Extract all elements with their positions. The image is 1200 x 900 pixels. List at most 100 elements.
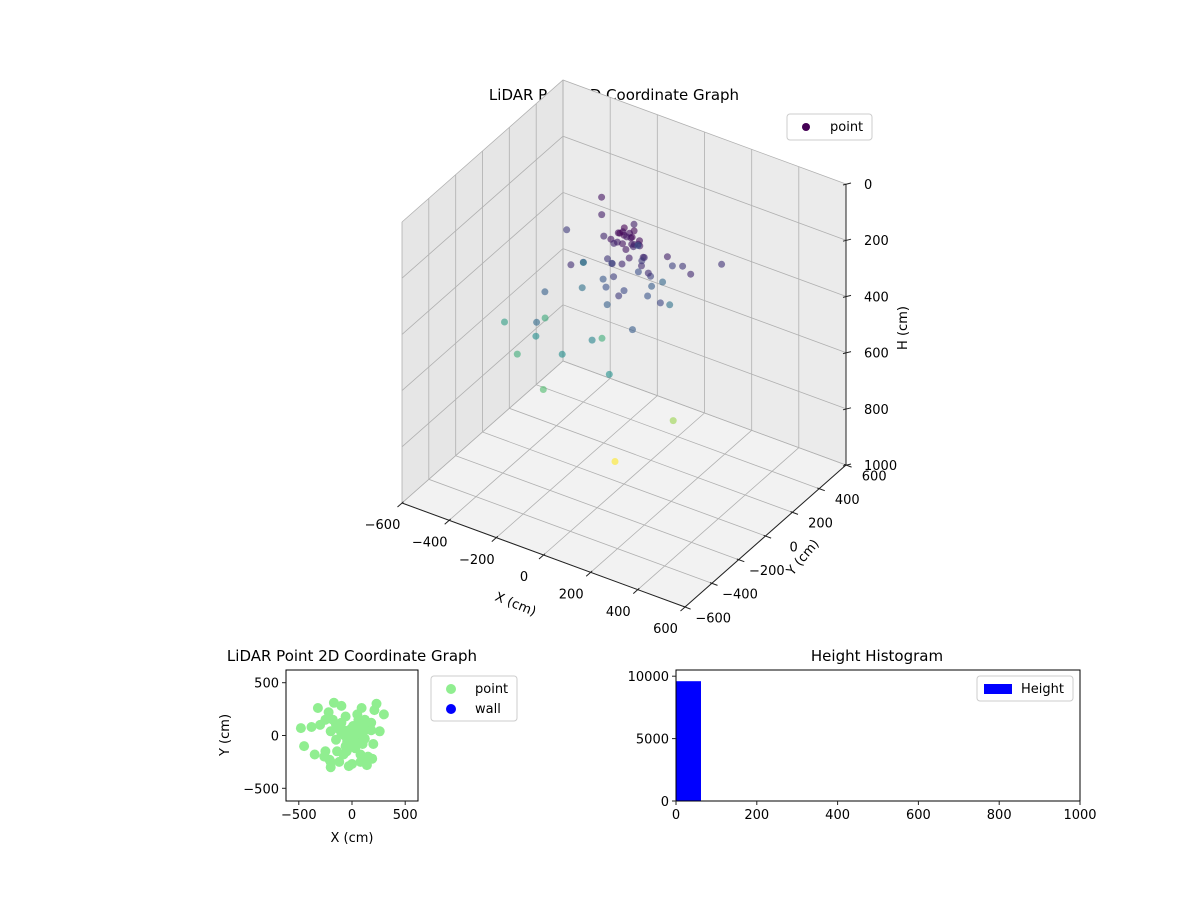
data-point-3d (501, 318, 508, 326)
chart-2d-ticks: −500−500 0 0 500 500 (243, 677, 417, 823)
gridline-z (401, 135, 847, 279)
tick-label-y: −400 (722, 588, 758, 603)
data-point-2d-point (356, 703, 367, 713)
tick-y (817, 487, 825, 492)
data-point-2d-point (334, 756, 345, 767)
data-point-3d (602, 283, 610, 291)
data-point-3d (600, 232, 608, 240)
data-point-2d-point (295, 723, 306, 734)
data-point-2d-point (324, 754, 335, 765)
data-point-3d (648, 282, 656, 290)
tick-x (632, 587, 640, 594)
data-point-3d (513, 350, 521, 358)
tick-label-x: −200 (459, 553, 495, 568)
chart-3d-ticks: −600−400−2000200400600−600−400−200020040… (365, 178, 897, 637)
tick-label-x: 200 (744, 808, 769, 823)
histogram-legend: Height (976, 675, 1074, 702)
data-point-3d (541, 288, 549, 296)
data-point-3d (618, 260, 626, 268)
tick-label-y: 500 (254, 677, 279, 692)
histogram-frame (675, 669, 1081, 802)
chart-2d-legend: point wall (430, 675, 518, 722)
data-point-3d (532, 332, 540, 340)
tick-label-x: 600 (906, 808, 931, 823)
data-point-3d (563, 226, 571, 234)
data-point-3d (634, 242, 642, 249)
data-point-2d-point (350, 743, 361, 754)
data-point-3d (644, 292, 652, 300)
data-point-3d (629, 326, 636, 334)
tick-label-z: 800 (864, 403, 889, 418)
data-point-3d (622, 246, 630, 253)
data-point-3d (603, 301, 611, 309)
data-point-2d-point (367, 753, 378, 764)
tick-label-x: 400 (606, 605, 631, 620)
tick-z (842, 238, 852, 242)
tick-label-x: −600 (365, 518, 401, 533)
data-point-2d-point (306, 722, 317, 732)
tick-label-y: 5000 (636, 733, 669, 748)
chart-2d: LiDAR Point 2D Coordinate Graph −500−500… (218, 647, 518, 846)
chart-2d-ylabel: Y (cm) (218, 714, 233, 757)
tick-x (397, 501, 404, 508)
chart-2d-points (295, 697, 389, 773)
tick-y (790, 511, 799, 515)
tick-x (444, 518, 452, 525)
gridline-z (401, 360, 847, 504)
chart-3d-legend: point (786, 113, 873, 141)
tick-label-y: −200 (749, 564, 785, 579)
data-point-2d-point (340, 741, 351, 752)
data-point-3d (539, 386, 547, 393)
tick-label-y: 600 (862, 469, 887, 484)
tick-label-x: 500 (393, 808, 418, 823)
tick-label-y: 10000 (628, 670, 669, 685)
tick-label-y: 200 (808, 517, 833, 532)
tick-y (843, 463, 852, 468)
data-point-2d-point (320, 714, 331, 725)
data-point-3d (579, 259, 587, 266)
tick-label-x: 0 (672, 808, 680, 823)
data-point-2d-point (353, 714, 364, 725)
chart-2d-title: LiDAR Point 2D Coordinate Graph (227, 647, 477, 665)
legend-swatch-wall (446, 704, 456, 714)
tick-label-x: 200 (559, 588, 584, 603)
data-point-3d (625, 254, 633, 262)
tick-label-y: −500 (243, 782, 279, 797)
data-point-2d-point (358, 724, 369, 735)
chart-histogram: Height Histogram 0 200 400 600 800 1000050001… (628, 647, 1097, 823)
data-point-3d (533, 318, 541, 326)
chart-3d: LiDAR Point 3D Coordinate Graph −600−400… (365, 79, 911, 637)
data-point-3d (644, 269, 652, 277)
tick-label-y: 400 (835, 493, 860, 508)
data-point-3d (541, 314, 549, 322)
tick-label-z: 200 (864, 234, 889, 249)
data-point-3d (656, 299, 664, 307)
data-point-3d (679, 262, 687, 270)
tick-x (491, 535, 499, 542)
tick-label-y: −600 (695, 611, 731, 626)
data-point-3d (687, 270, 695, 278)
data-point-3d (638, 262, 645, 270)
tick-label-z: 0 (864, 178, 872, 193)
tick-x (538, 553, 546, 560)
data-point-3d (620, 287, 628, 295)
data-point-2d-point (299, 741, 310, 752)
data-point-3d (604, 255, 611, 263)
tick-label-y: 0 (271, 730, 279, 745)
chart-3d-grid (401, 79, 847, 608)
tick-y (682, 605, 691, 610)
data-point-3d (599, 275, 607, 283)
data-point-2d-point (338, 749, 349, 760)
tick-label-x: 400 (825, 808, 850, 823)
legend-label-height: Height (1021, 682, 1064, 697)
data-point-2d-point (378, 709, 389, 720)
tick-label-x: 1000 (1063, 808, 1096, 823)
tick-y (736, 558, 745, 563)
tick-label-x: −500 (281, 808, 317, 823)
data-point-2d-point (312, 703, 323, 713)
tick-z (842, 407, 852, 411)
legend-label-point: point (475, 682, 508, 697)
data-point-2d-point (336, 717, 347, 728)
data-point-2d-point (328, 697, 339, 708)
